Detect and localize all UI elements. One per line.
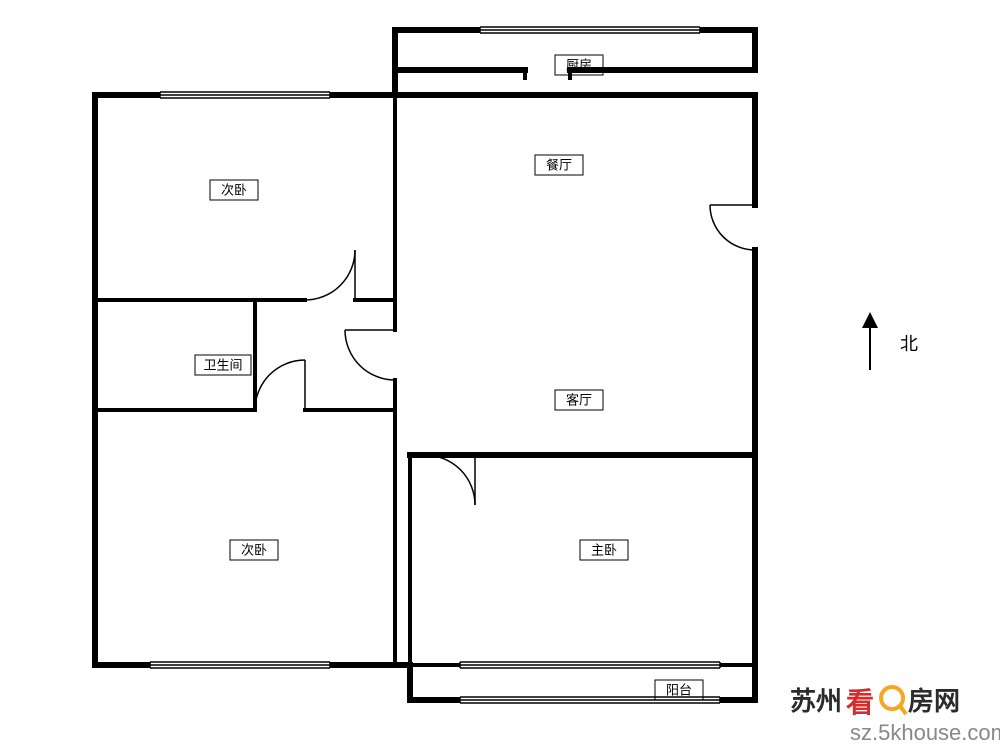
room-label-bedroom2_top: 次卧 xyxy=(221,182,247,197)
door-arc xyxy=(425,455,475,505)
door-arc xyxy=(305,250,355,300)
room-label-living: 客厅 xyxy=(566,392,592,407)
watermark: 苏州 看 房网 sz.5khouse.com xyxy=(790,686,1000,745)
inner-walls xyxy=(95,70,755,665)
room-label-dining: 餐厅 xyxy=(546,157,572,172)
room-label-bedroom2_bot: 次卧 xyxy=(241,542,267,557)
compass: 北 xyxy=(870,320,918,370)
door-arc xyxy=(255,360,305,410)
room-label-bathroom: 卫生间 xyxy=(203,357,242,372)
logo-text-mid: 看 xyxy=(846,687,874,718)
watermark-url: sz.5khouse.com xyxy=(850,720,1000,745)
room-labels: 厨房餐厅客厅次卧卫生间次卧主卧阳台 xyxy=(195,55,703,700)
floor-plan: 厨房餐厅客厅次卧卫生间次卧主卧阳台 北 苏州 看 房网 sz.5khouse.c… xyxy=(0,0,1000,750)
compass-label: 北 xyxy=(900,334,918,354)
logo-text-post: 房网 xyxy=(908,686,960,716)
magnifier-handle-icon xyxy=(900,706,906,714)
door-arc xyxy=(345,330,395,380)
logo: 苏州 看 房网 xyxy=(790,686,960,718)
magnifier-icon xyxy=(881,687,903,709)
outer-walls xyxy=(95,30,755,700)
room-label-kitchen: 厨房 xyxy=(566,57,592,72)
room-label-master: 主卧 xyxy=(591,542,617,557)
door-arc xyxy=(710,205,755,250)
logo-text-pre: 苏州 xyxy=(790,686,842,716)
doors xyxy=(255,205,755,505)
room-label-balcony: 阳台 xyxy=(666,682,692,697)
